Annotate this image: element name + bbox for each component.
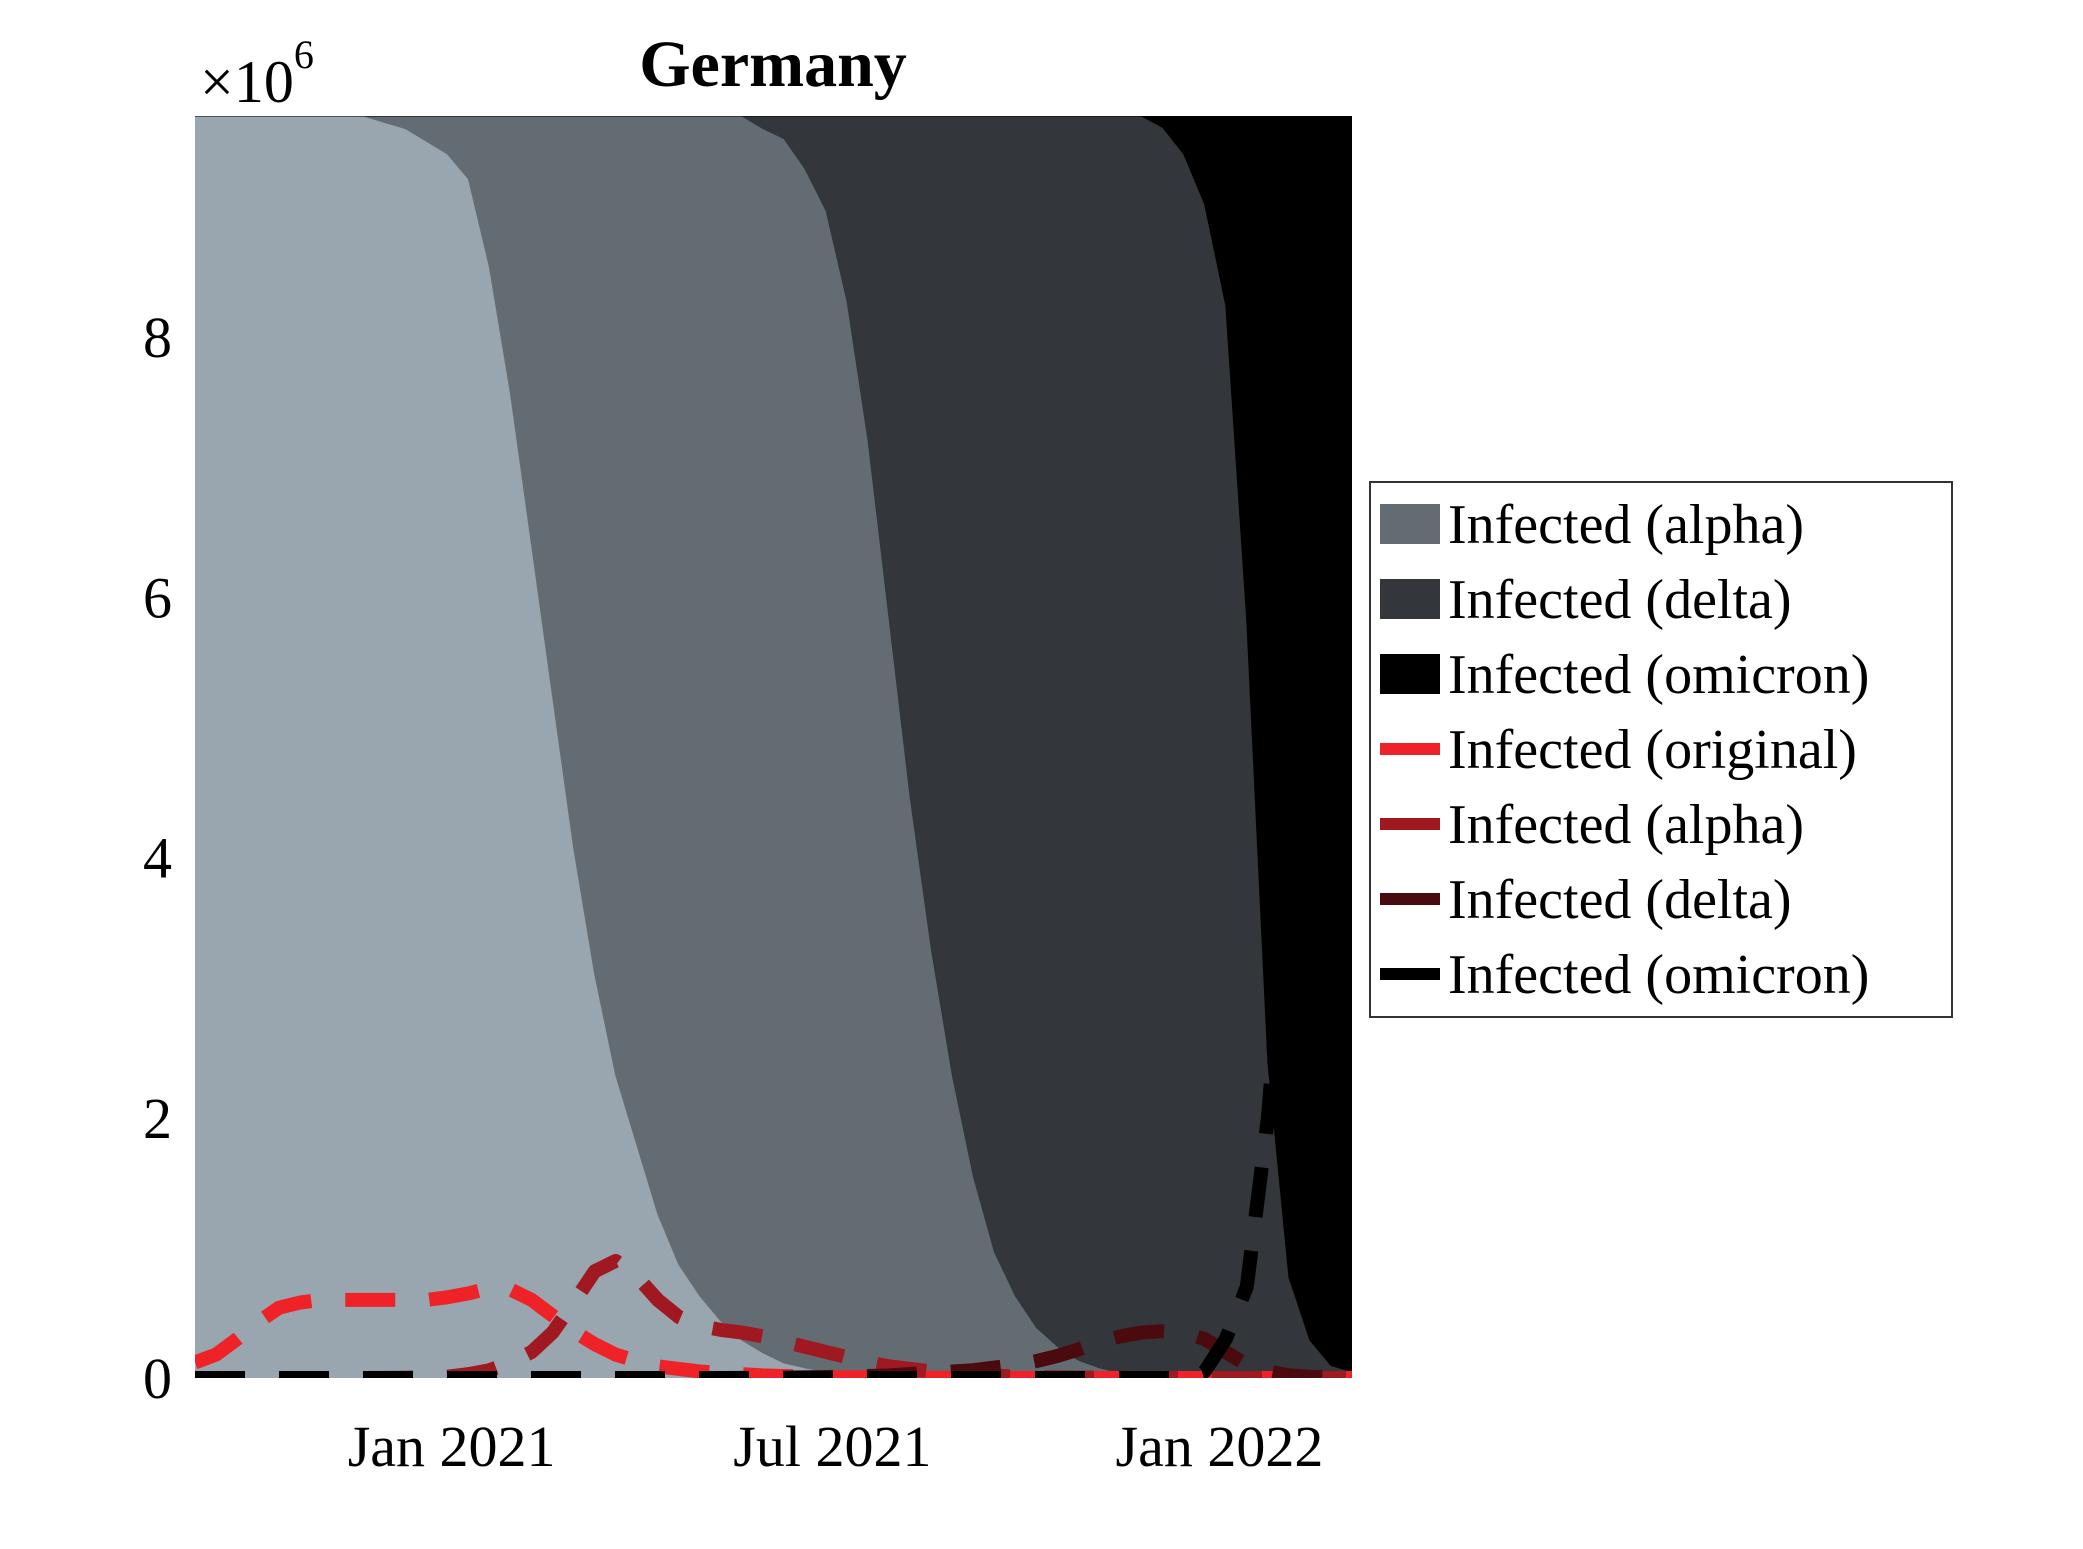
y-exponent-power: 6 (294, 32, 314, 77)
legend-entry: Infected (omicron) (1380, 644, 1869, 706)
x-tick-label: Jan 2022 (1116, 1414, 1324, 1479)
y-exponent-base: ×10 (200, 49, 294, 115)
legend-label: Infected (omicron) (1448, 644, 1869, 706)
legend-label: Infected (omicron) (1448, 944, 1869, 1006)
y-tick-label: 4 (143, 826, 172, 891)
legend-swatch (1380, 743, 1440, 755)
legend-entry: Infected (omicron) (1380, 944, 1869, 1006)
legend-swatch (1380, 579, 1440, 619)
legend-label: Infected (alpha) (1448, 794, 1804, 856)
legend-swatch (1380, 818, 1440, 830)
legend-entry: Infected (original) (1380, 719, 1857, 781)
legend-label: Infected (alpha) (1448, 494, 1804, 556)
legend-swatch (1380, 968, 1440, 980)
legend: Infected (alpha) Infected (delta) Infected… (1370, 482, 1952, 1017)
x-tick-label: Jan 2021 (348, 1414, 556, 1479)
legend-swatch (1380, 654, 1440, 694)
legend-swatch (1380, 504, 1440, 544)
y-tick-label: 8 (143, 305, 172, 370)
y-tick-label: 0 (143, 1346, 172, 1411)
y-ticks: 0 2 4 6 8 (143, 305, 172, 1411)
legend-label: Infected (delta) (1448, 569, 1792, 631)
chart-title: Germany (639, 28, 907, 101)
legend-swatch (1380, 893, 1440, 905)
legend-label: Infected (delta) (1448, 869, 1792, 931)
x-ticks: Jan 2021 Jul 2021 Jan 2022 (348, 1414, 1324, 1479)
y-exponent-label: ×106 (200, 32, 314, 115)
plot-areas (195, 116, 1352, 1378)
legend-label: Infected (original) (1448, 719, 1857, 781)
x-tick-label: Jul 2021 (733, 1414, 931, 1479)
y-tick-label: 6 (143, 565, 172, 630)
y-tick-label: 2 (143, 1086, 172, 1151)
